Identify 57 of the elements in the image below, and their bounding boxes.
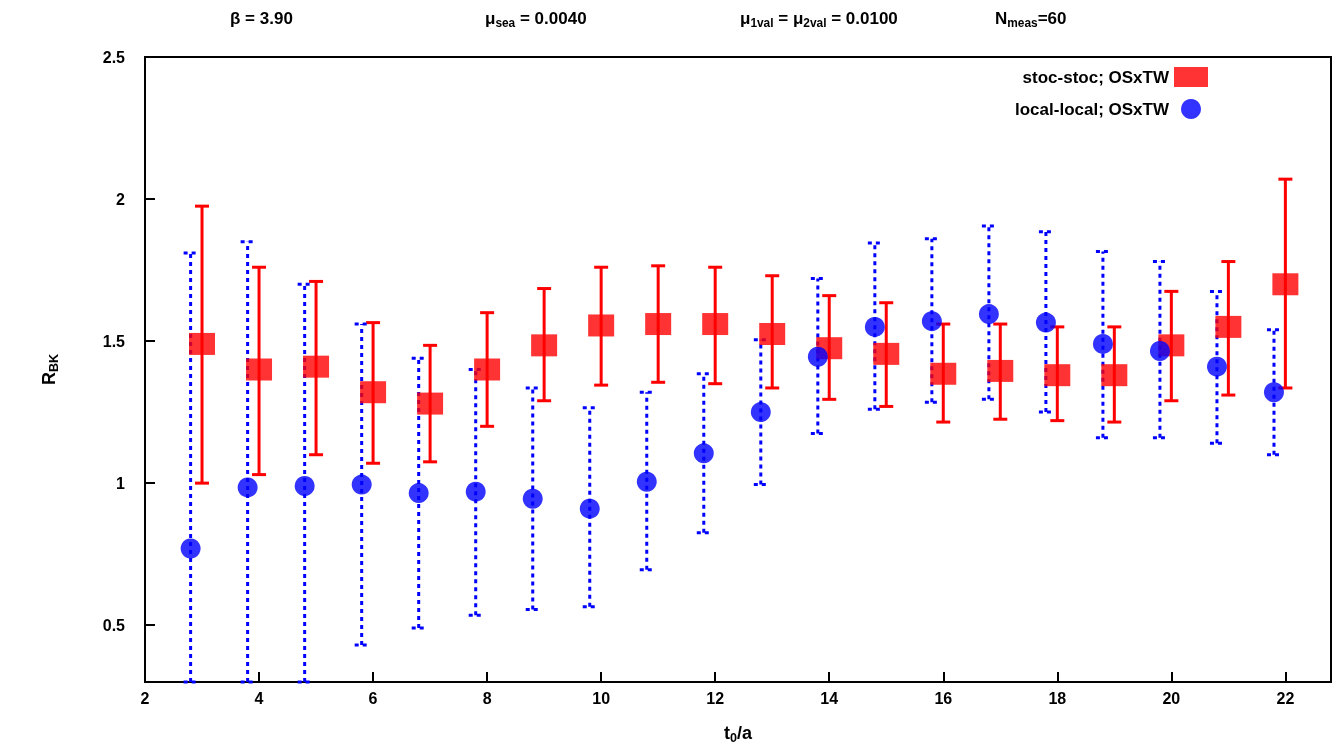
x-tick-label: 8 [482,689,492,707]
point [237,477,258,498]
point [693,443,714,464]
point [189,332,216,355]
point [522,488,543,509]
point [1035,312,1056,333]
y-tick-label: 2 [116,190,126,208]
x-tick-label: 18 [1048,689,1067,707]
legend-label: stoc-stoc; OSxTW [1022,67,1170,87]
y-tick-label: 1.5 [102,332,126,350]
x-tick-label: 6 [368,689,378,707]
point [588,314,615,337]
x-tick-label: 4 [254,689,264,707]
point [978,304,999,325]
point [702,313,729,336]
x-tick-label: 20 [1162,689,1181,707]
point [474,358,501,381]
point [360,381,387,404]
point [579,498,600,519]
point [930,362,957,385]
point [531,334,558,357]
point [873,342,900,365]
point [1044,364,1071,387]
legend-label: local-local; OSxTW [1015,99,1170,119]
point [408,483,429,504]
x-tick-label: 12 [706,689,725,707]
x-tick-label: 10 [592,689,611,707]
point [1149,341,1170,362]
x-tick-label: 22 [1276,689,1295,707]
x-tick-label: 14 [820,689,839,707]
x-tick-label: 16 [934,689,953,707]
point [1215,315,1242,338]
x-tick-label: 2 [140,689,150,707]
point [759,322,786,345]
point [750,402,771,423]
text: β = 3.90 [230,9,293,28]
point [921,311,942,332]
point [465,481,486,502]
y-tick-label: 2.5 [102,48,126,66]
point [1101,364,1128,387]
y-tick-label: 0.5 [102,616,126,634]
point [417,392,444,415]
point [1264,382,1284,403]
point [1092,333,1113,354]
point [645,313,672,336]
point [180,538,201,559]
point [351,474,372,495]
point [246,358,273,381]
y-tick-label: 1 [116,474,126,492]
point [1272,273,1299,296]
point [807,346,828,367]
point [636,471,657,492]
point [864,316,885,337]
point [294,475,315,496]
point [1206,356,1227,377]
point [987,359,1014,382]
point [303,355,330,378]
